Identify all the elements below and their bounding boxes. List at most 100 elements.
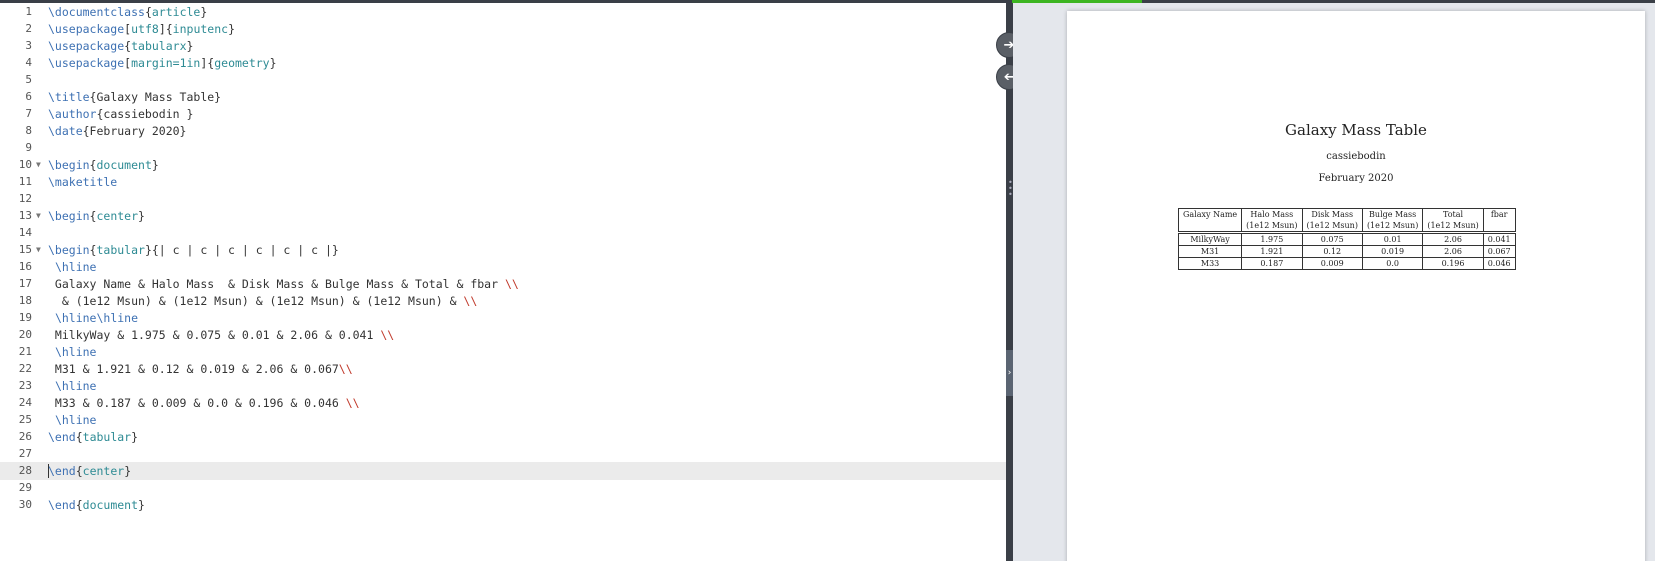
table-cell: 0.196 bbox=[1422, 257, 1484, 270]
line-number: 4 bbox=[25, 56, 32, 69]
table-cell: Bulge Mass bbox=[1361, 208, 1424, 220]
code-line[interactable]: 24 M33 & 0.187 & 0.009 & 0.0 & 0.196 & 0… bbox=[0, 394, 1006, 412]
code-line[interactable]: 12 bbox=[0, 190, 1006, 208]
table-cell: 1.921 bbox=[1241, 245, 1303, 258]
line-number: 25 bbox=[18, 413, 32, 426]
table-cell: fbar bbox=[1482, 208, 1516, 220]
line-number: 2 bbox=[25, 22, 32, 35]
code-line[interactable]: 8 \date{February 2020} bbox=[0, 122, 1006, 140]
code-line[interactable]: 3 \usepackage{tabularx} bbox=[0, 37, 1006, 55]
table-header-row: Galaxy Name Halo Mass Disk Mass Bulge Mass T… bbox=[1177, 208, 1516, 220]
line-number: 9 bbox=[25, 141, 32, 154]
line-number: 8 bbox=[25, 124, 32, 137]
table-cell: 2.06 bbox=[1422, 245, 1484, 258]
line-number: 3 bbox=[25, 39, 32, 52]
table-row: MilkyWay 1.975 0.075 0.01 2.06 0.041 bbox=[1177, 231, 1516, 246]
splitter-grip-icon[interactable]: • • • bbox=[1008, 178, 1013, 199]
code-text: \author{cassiebodin } bbox=[48, 107, 194, 121]
collapse-preview-button[interactable]: › bbox=[1006, 350, 1013, 396]
table-cell: 0.01 bbox=[1361, 231, 1424, 246]
table-cell: (1e12 Msun) bbox=[1361, 220, 1424, 233]
document-author: cassiebodin bbox=[1326, 151, 1386, 162]
code-line[interactable]: 27 bbox=[0, 445, 1006, 463]
code-line[interactable]: 29 bbox=[0, 479, 1006, 497]
code-line[interactable]: 30 \end{document} bbox=[0, 496, 1006, 514]
line-number: 18 bbox=[18, 294, 32, 307]
code-line[interactable]: 1 \documentclass{article} bbox=[0, 3, 1006, 21]
code-line[interactable]: 23 \hline bbox=[0, 377, 1006, 395]
table-cell: Disk Mass bbox=[1301, 208, 1363, 220]
code-line[interactable]: 25 \hline bbox=[0, 411, 1006, 429]
table-cell: 0.046 bbox=[1482, 257, 1516, 270]
table-cell: (1e12 Msun) bbox=[1301, 220, 1363, 233]
code-line[interactable]: 16 \hline bbox=[0, 258, 1006, 276]
table-cell: 2.06 bbox=[1422, 231, 1484, 246]
line-number: 5 bbox=[25, 73, 32, 86]
code-line[interactable]: 2 \usepackage[utf8]{inputenc} bbox=[0, 20, 1006, 38]
code-line[interactable]: 4 \usepackage[margin=1in]{geometry} bbox=[0, 54, 1006, 72]
table-cell: MilkyWay bbox=[1177, 231, 1243, 246]
table-cell: 0.075 bbox=[1301, 231, 1363, 246]
compile-progress-bar bbox=[1012, 0, 1142, 3]
pane-splitter[interactable] bbox=[1006, 3, 1013, 561]
table-cell: M33 bbox=[1177, 257, 1243, 270]
code-line[interactable]: 22 M31 & 1.921 & 0.12 & 0.019 & 2.06 & 0… bbox=[0, 360, 1006, 378]
line-number: 10 bbox=[18, 158, 32, 171]
code-line[interactable]: 15 ▼ \begin{tabular}{| c | c | c | c | c |… bbox=[0, 241, 1006, 259]
code-line[interactable]: 13 ▼ \begin{center} bbox=[0, 207, 1006, 225]
code-line[interactable]: 17 Galaxy Name & Halo Mass & Disk Mass &… bbox=[0, 275, 1006, 293]
code-text: \hline bbox=[54, 345, 97, 359]
line-number: 22 bbox=[18, 362, 32, 375]
code-text: \usepackage[margin=1in]{geometry} bbox=[48, 56, 277, 70]
text-cursor bbox=[48, 464, 49, 478]
code-text: M31 & 1.921 & 0.12 & 0.019 & 2.06 & 0.06… bbox=[48, 362, 353, 376]
fold-toggle-icon[interactable]: ▼ bbox=[36, 211, 41, 220]
table-cell: Total bbox=[1422, 208, 1484, 220]
code-line[interactable]: 19 \hline\hline bbox=[0, 309, 1006, 327]
line-number: 17 bbox=[18, 277, 32, 290]
line-number: 29 bbox=[18, 481, 32, 494]
code-text: M33 & 0.187 & 0.009 & 0.0 & 0.196 & 0.04… bbox=[48, 396, 360, 410]
code-line[interactable]: 9 bbox=[0, 139, 1006, 157]
line-number: 12 bbox=[18, 192, 32, 205]
pdf-preview[interactable]: Galaxy Mass Table cassiebodin February 2… bbox=[1013, 3, 1655, 561]
table-cell: Halo Mass bbox=[1241, 208, 1303, 220]
line-number: 15 bbox=[18, 243, 32, 256]
table-cell: (1e12 Msun) bbox=[1241, 220, 1303, 233]
code-line[interactable]: 6 \title{Galaxy Mass Table} bbox=[0, 88, 1006, 106]
code-line[interactable]: 20 MilkyWay & 1.975 & 0.075 & 0.01 & 2.0… bbox=[0, 326, 1006, 344]
table-row: M31 1.921 0.12 0.019 2.06 0.067 bbox=[1177, 245, 1516, 258]
table-cell: 0.12 bbox=[1301, 245, 1363, 258]
table-cell: M31 bbox=[1177, 245, 1243, 258]
code-line[interactable]: 14 bbox=[0, 224, 1006, 242]
code-line[interactable]: 11 \maketitle bbox=[0, 173, 1006, 191]
table-cell: 1.975 bbox=[1241, 231, 1303, 246]
code-line[interactable]: 26 \end{tabular} bbox=[0, 428, 1006, 446]
table-cell: 0.019 bbox=[1361, 245, 1424, 258]
code-text: \end{center} bbox=[48, 464, 132, 478]
code-text: \hline bbox=[54, 413, 97, 427]
line-number: 20 bbox=[18, 328, 32, 341]
line-number: 19 bbox=[18, 311, 32, 324]
table-cell: 0.009 bbox=[1301, 257, 1363, 270]
code-text: & (1e12 Msun) & (1e12 Msun) & (1e12 Msun… bbox=[48, 294, 478, 308]
code-line[interactable]: 7 \author{cassiebodin } bbox=[0, 105, 1006, 123]
code-text: \hline bbox=[54, 260, 97, 274]
code-text: \title{Galaxy Mass Table} bbox=[48, 90, 222, 104]
line-number: 1 bbox=[25, 5, 32, 18]
line-number: 26 bbox=[18, 430, 32, 443]
code-text: \usepackage{tabularx} bbox=[48, 39, 194, 53]
code-text: \date{February 2020} bbox=[48, 124, 187, 138]
code-line[interactable]: 18 & (1e12 Msun) & (1e12 Msun) & (1e12 M… bbox=[0, 292, 1006, 310]
fold-toggle-icon[interactable]: ▼ bbox=[36, 160, 41, 169]
line-number: 13 bbox=[18, 209, 32, 222]
code-line[interactable]: 21 \hline bbox=[0, 343, 1006, 361]
fold-toggle-icon[interactable]: ▼ bbox=[36, 245, 41, 254]
code-line[interactable]: 10 ▼ \begin{document} bbox=[0, 156, 1006, 174]
code-line[interactable]: 5 bbox=[0, 71, 1006, 89]
code-line[interactable]: 28 \end{center} bbox=[0, 462, 1006, 480]
table-row: M33 0.187 0.009 0.0 0.196 0.046 bbox=[1177, 257, 1516, 270]
line-number: 28 bbox=[18, 464, 32, 477]
document-date: February 2020 bbox=[1318, 173, 1394, 184]
code-editor[interactable]: 1 \documentclass{article} 2 \usepackage[utf… bbox=[0, 3, 1006, 561]
